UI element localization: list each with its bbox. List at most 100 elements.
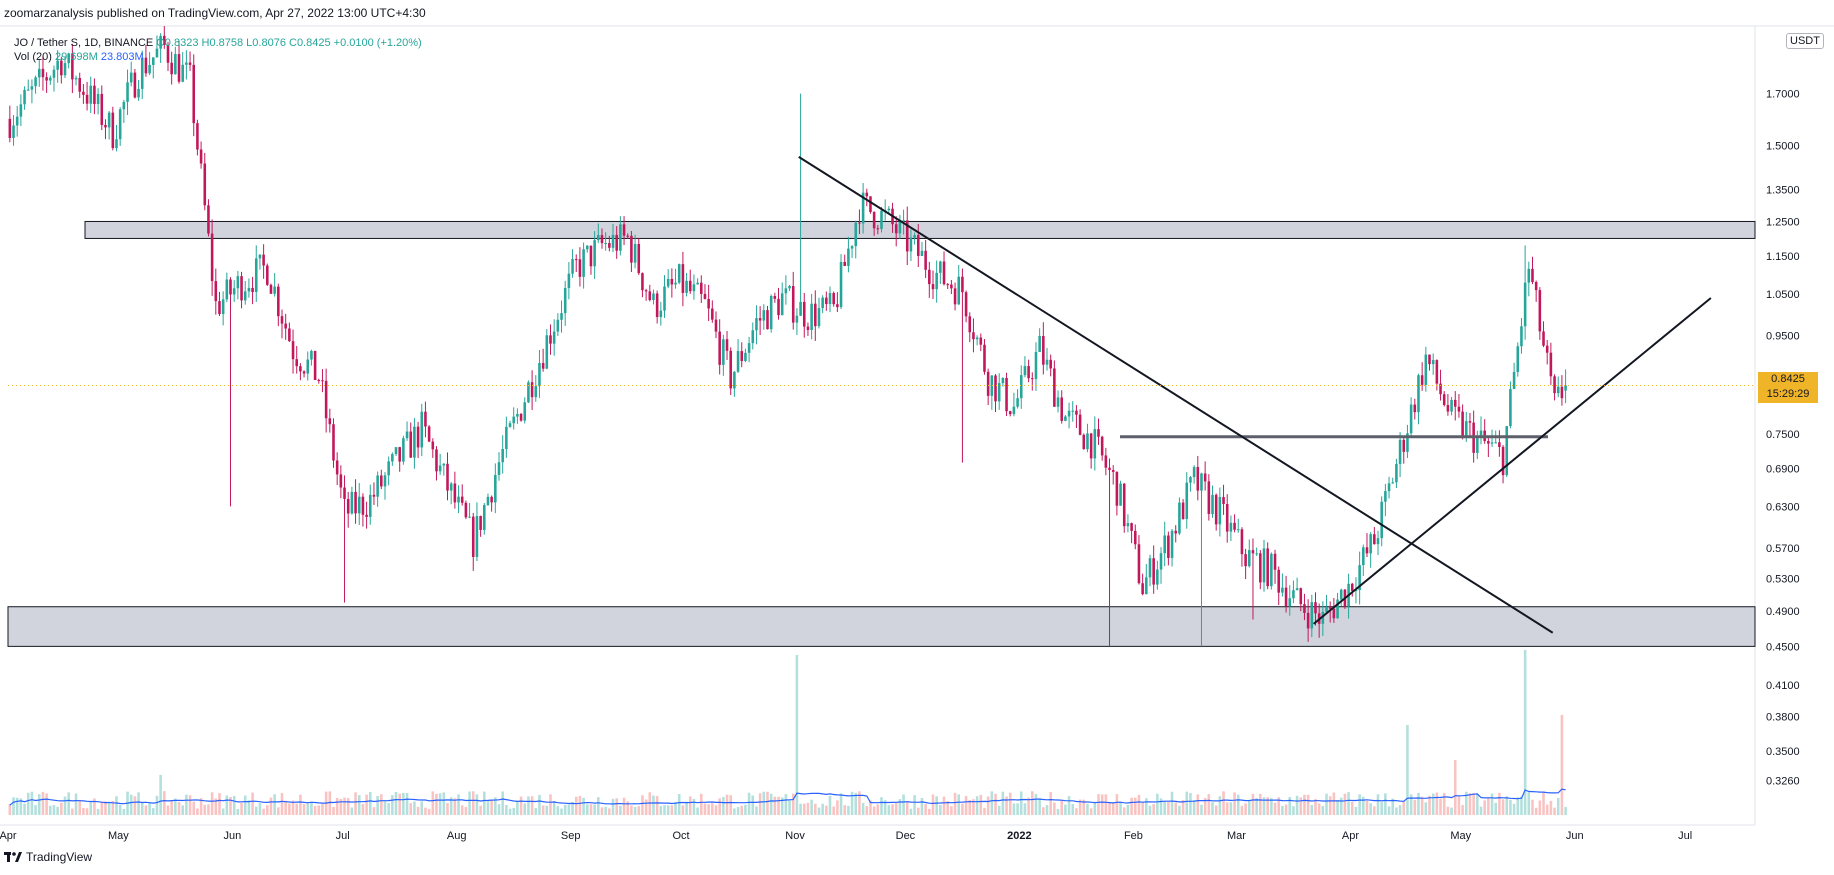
candle-body [1262, 548, 1266, 583]
symbol-label[interactable]: JO / Tether S, 1D, BINANCE [14, 37, 154, 49]
candle-body [236, 276, 240, 289]
candle [339, 465, 343, 499]
candle-body [159, 35, 162, 49]
candle-body [722, 339, 725, 365]
volume-bar [483, 791, 486, 815]
candle [994, 373, 997, 413]
candle-body [335, 460, 339, 475]
footer-brand[interactable]: TradingView [4, 850, 92, 864]
currency-button[interactable]: USDT [1786, 33, 1824, 49]
candle-body [825, 297, 828, 305]
volume-bar [486, 801, 490, 815]
volume-bar [1472, 793, 1475, 815]
candle-body [1196, 467, 1200, 491]
volume-bar [295, 803, 299, 815]
volume-bar [1350, 801, 1354, 815]
candle-body [85, 94, 89, 104]
candle-body [453, 483, 457, 503]
volume-bar [416, 806, 420, 815]
volume-bar [60, 802, 63, 815]
volume-bar [1476, 794, 1479, 815]
candle-body [137, 88, 140, 98]
volume-bar [791, 793, 795, 815]
volume-bar [608, 808, 611, 815]
candle-body [181, 64, 184, 82]
candle-body [530, 382, 534, 398]
volume-bar [1133, 797, 1137, 815]
volume-bar [1545, 804, 1549, 815]
volume-bar [196, 808, 199, 815]
candle [508, 420, 512, 428]
candle-body [1336, 599, 1339, 619]
volume-bar [957, 794, 961, 815]
volume-bar [953, 792, 957, 815]
candle-body [387, 461, 390, 476]
volume-bar [983, 807, 986, 815]
candle-body [604, 243, 607, 245]
volume-bar [574, 796, 578, 815]
support-zone [7, 606, 1756, 647]
volume-bar [1148, 805, 1152, 815]
volume-bar [111, 800, 115, 815]
candle [82, 84, 85, 104]
volume-bar [1358, 794, 1361, 815]
candle [1214, 493, 1218, 531]
candle-body [733, 371, 736, 389]
volume-bar [1295, 795, 1299, 815]
candle [188, 51, 192, 72]
high-value: H0.8758 [201, 37, 244, 49]
candle-body [277, 286, 280, 317]
candle-body [681, 264, 685, 293]
candle-body [1446, 405, 1450, 412]
candle-body [1476, 435, 1479, 453]
candle [597, 223, 600, 244]
volume-bar [810, 799, 813, 815]
candle [1270, 552, 1273, 590]
volume-bar [1016, 803, 1019, 815]
candle [1056, 390, 1060, 413]
volume-bar [1483, 800, 1486, 815]
price-tick-label: 0.6300 [1766, 501, 1800, 513]
volume-bar [1137, 794, 1141, 815]
volume-bar [961, 803, 964, 815]
candle [1126, 514, 1130, 533]
candle-body [1428, 354, 1431, 365]
candle [89, 76, 93, 114]
volume-bar [1505, 796, 1509, 815]
candle-body [1185, 482, 1189, 520]
candle [1531, 256, 1534, 285]
candle-body [413, 426, 416, 458]
volume-bar [254, 806, 258, 815]
candle-body [1391, 482, 1395, 484]
candle-body [107, 112, 111, 128]
candle [416, 421, 420, 458]
candle-body [479, 516, 482, 530]
candle-body [221, 299, 225, 315]
candle [560, 300, 563, 333]
candle-body [1284, 587, 1288, 607]
volume-bar [905, 801, 909, 815]
time-tick-label: Jun [223, 830, 241, 842]
candle [34, 75, 37, 94]
candle [865, 188, 869, 207]
candle-body [1200, 473, 1203, 491]
volume-bar [1086, 803, 1089, 815]
candle [1380, 496, 1383, 547]
price-tick-label: 0.4500 [1766, 641, 1800, 653]
volume-bar [1240, 805, 1244, 815]
candle [519, 412, 523, 422]
volume-bar [802, 803, 806, 815]
candle [140, 50, 144, 100]
candle-body [677, 264, 681, 283]
candle-body [409, 431, 413, 458]
candle-body [8, 118, 12, 138]
candle [1332, 598, 1336, 623]
candle [563, 280, 567, 326]
candle [1115, 471, 1119, 516]
volume-bar [883, 800, 887, 815]
candle [236, 270, 240, 300]
candle [1398, 432, 1402, 478]
volume-bar [321, 804, 324, 815]
volume-label[interactable]: Vol (20) [14, 51, 52, 63]
